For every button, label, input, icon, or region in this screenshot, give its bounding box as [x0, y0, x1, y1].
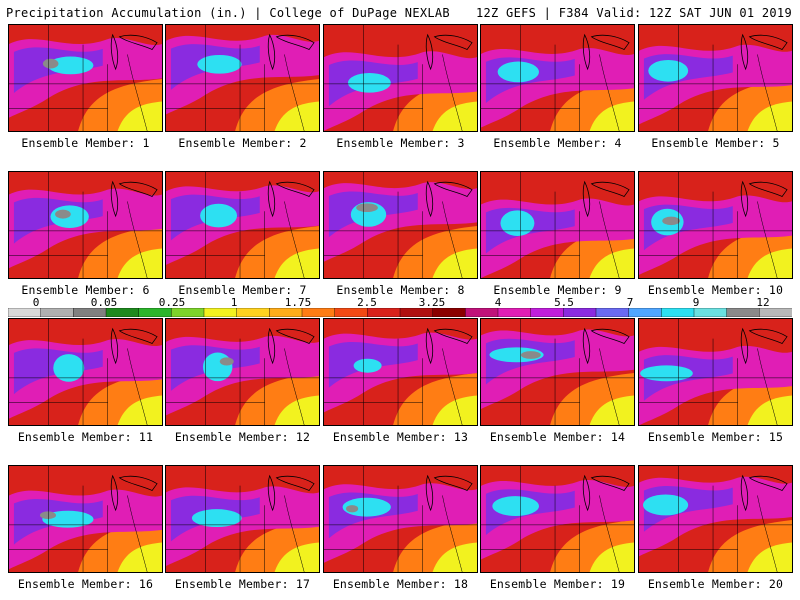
ensemble-member-label: Ensemble Member: 10 — [647, 283, 784, 297]
run-info: 12Z GEFS | F384 Valid: 12Z SAT JUN 01 20… — [475, 6, 792, 20]
page-title: Precipitation Accumulation (in.) | Colle… — [6, 6, 450, 20]
ensemble-member-label: Ensemble Member: 12 — [174, 430, 311, 444]
precip-field — [639, 466, 792, 572]
ensemble-map-18 — [323, 465, 478, 573]
colorbar-tick-label: 0 — [32, 296, 40, 309]
ensemble-member-label: Ensemble Member: 16 — [17, 577, 154, 591]
colorbar-swatch — [595, 308, 630, 317]
colorbar-swatch — [759, 308, 792, 317]
ensemble-map-3 — [323, 24, 478, 132]
colorbar-swatch — [661, 308, 695, 317]
colorbar-tick-label: 9 — [692, 296, 700, 309]
ensemble-map-8 — [323, 171, 478, 279]
ensemble-map-6 — [8, 171, 163, 279]
colorbar-swatch — [8, 308, 42, 317]
ensemble-map-14 — [480, 318, 635, 426]
ensemble-map-9 — [480, 171, 635, 279]
ensemble-member-label: Ensemble Member: 2 — [178, 136, 307, 150]
ensemble-map-11 — [8, 318, 163, 426]
colorbar — [8, 308, 792, 317]
colorbar-tick-label: 0.05 — [90, 296, 118, 309]
precip-field — [9, 319, 162, 425]
ensemble-member-label: Ensemble Member: 13 — [332, 430, 469, 444]
ensemble-member-label: Ensemble Member: 6 — [21, 283, 150, 297]
colorbar-swatch — [138, 308, 173, 317]
precip-field — [324, 172, 477, 278]
ensemble-member-label: Ensemble Member: 14 — [489, 430, 626, 444]
colorbar-swatch — [530, 308, 565, 317]
ensemble-map-2 — [165, 24, 320, 132]
precip-field — [9, 25, 162, 131]
ensemble-map-7 — [165, 171, 320, 279]
colorbar-swatch — [693, 308, 728, 317]
ensemble-member-label: Ensemble Member: 15 — [647, 430, 784, 444]
ensemble-member-label: Ensemble Member: 3 — [336, 136, 465, 150]
precip-field — [639, 319, 792, 425]
colorbar-tick-label: 4 — [494, 296, 502, 309]
colorbar-swatch — [628, 308, 663, 317]
precip-field — [166, 25, 319, 131]
precip-field — [166, 466, 319, 572]
ensemble-map-12 — [165, 318, 320, 426]
precip-field — [324, 25, 477, 131]
ensemble-map-13 — [323, 318, 478, 426]
precip-field — [481, 25, 634, 131]
colorbar-tick-label: 12 — [756, 296, 770, 309]
colorbar-swatch — [399, 308, 434, 317]
colorbar-tick-label: 1.75 — [284, 296, 312, 309]
precip-field — [639, 172, 792, 278]
ensemble-member-label: Ensemble Member: 19 — [489, 577, 626, 591]
colorbar-swatch — [40, 308, 75, 317]
colorbar-swatch — [726, 308, 761, 317]
precip-field — [481, 319, 634, 425]
precip-field — [639, 25, 792, 131]
colorbar-swatch — [203, 308, 238, 317]
ensemble-member-label: Ensemble Member: 9 — [493, 283, 622, 297]
ensemble-map-15 — [638, 318, 793, 426]
ensemble-member-label: Ensemble Member: 4 — [493, 136, 622, 150]
precip-field — [324, 319, 477, 425]
ensemble-map-17 — [165, 465, 320, 573]
precip-field — [481, 466, 634, 572]
colorbar-swatch — [73, 308, 107, 317]
ensemble-member-label: Ensemble Member: 20 — [647, 577, 784, 591]
colorbar-swatch — [269, 308, 303, 317]
precip-field — [166, 172, 319, 278]
colorbar-swatch — [432, 308, 467, 317]
ensemble-member-label: Ensemble Member: 8 — [336, 283, 465, 297]
colorbar-swatch — [563, 308, 597, 317]
colorbar-tick-label: 0.25 — [158, 296, 186, 309]
colorbar-swatch — [105, 308, 140, 317]
colorbar-tick-label: 7 — [626, 296, 634, 309]
ensemble-member-label: Ensemble Member: 17 — [174, 577, 311, 591]
ensemble-map-1 — [8, 24, 163, 132]
precip-field — [9, 466, 162, 572]
ensemble-member-label: Ensemble Member: 5 — [651, 136, 780, 150]
colorbar-swatch — [171, 308, 205, 317]
precip-field — [166, 319, 319, 425]
ensemble-member-label: Ensemble Member: 1 — [21, 136, 150, 150]
colorbar-swatch — [301, 308, 336, 317]
colorbar-swatch — [367, 308, 401, 317]
ensemble-map-16 — [8, 465, 163, 573]
ensemble-member-label: Ensemble Member: 11 — [17, 430, 154, 444]
ensemble-map-20 — [638, 465, 793, 573]
precip-field — [481, 172, 634, 278]
precip-field — [324, 466, 477, 572]
colorbar-tick-label: 5.5 — [554, 296, 574, 309]
colorbar-swatch — [465, 308, 499, 317]
colorbar-swatch — [334, 308, 369, 317]
colorbar-swatch — [497, 308, 532, 317]
colorbar-tick-label: 2.5 — [357, 296, 377, 309]
ensemble-member-label: Ensemble Member: 7 — [178, 283, 307, 297]
ensemble-map-5 — [638, 24, 793, 132]
ensemble-member-label: Ensemble Member: 18 — [332, 577, 469, 591]
colorbar-tick-label: 1 — [230, 296, 238, 309]
ensemble-map-10 — [638, 171, 793, 279]
ensemble-map-19 — [480, 465, 635, 573]
precip-field — [9, 172, 162, 278]
ensemble-map-4 — [480, 24, 635, 132]
colorbar-tick-label: 3.25 — [418, 296, 446, 309]
colorbar-swatch — [236, 308, 271, 317]
